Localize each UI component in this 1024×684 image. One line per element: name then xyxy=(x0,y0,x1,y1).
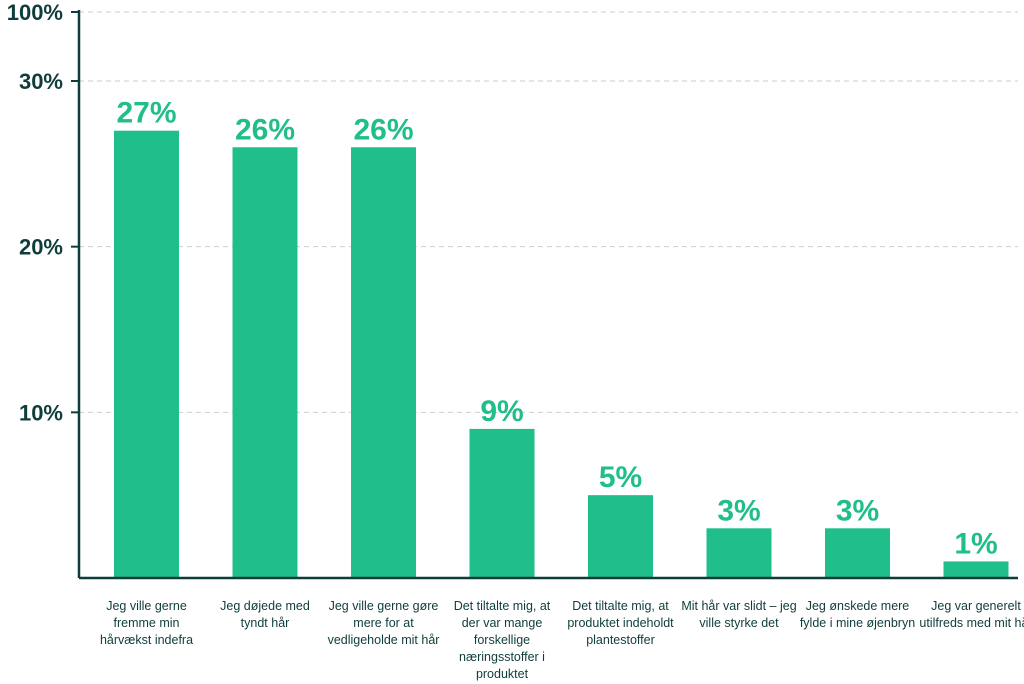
bar xyxy=(825,528,890,578)
x-tick-label: Det tiltalte mig, at produktet indeholdt… xyxy=(567,599,674,647)
bar xyxy=(588,495,653,578)
bars xyxy=(114,130,1009,578)
data-label: 3% xyxy=(836,494,879,527)
data-label: 27% xyxy=(116,97,176,130)
axes xyxy=(77,10,1018,580)
y-tick-labels: 10% 20% 30% 100% xyxy=(7,0,63,425)
x-tick-label: Jeg var generelt utilfreds med mit hår xyxy=(919,599,1024,630)
x-tick-label: Jeg ville gerne fremme min hårvækst inde… xyxy=(99,599,194,647)
x-tick-label: Jeg døjede med tyndt hår xyxy=(220,599,310,630)
gridlines xyxy=(71,11,1018,414)
bar xyxy=(351,147,416,578)
bar xyxy=(232,147,298,578)
y-tick-label: 30% xyxy=(19,69,63,94)
data-label: 26% xyxy=(235,113,295,146)
data-label: 5% xyxy=(599,461,642,494)
bar xyxy=(706,528,772,578)
data-label: 3% xyxy=(717,494,760,527)
bar xyxy=(943,561,1009,578)
y-tick-label: 20% xyxy=(19,235,63,260)
data-label: 1% xyxy=(954,527,997,560)
x-tick-label: Jeg ville gerne gøre mere for at vedlige… xyxy=(327,599,440,647)
data-label: 9% xyxy=(480,395,523,428)
bar xyxy=(114,130,179,578)
x-tick-label: Mit hår var slidt – jeg ville styrke det xyxy=(681,599,797,630)
value-labels: 27% 26% 26% 9% 5% 3% 3% 1% xyxy=(116,97,997,561)
bar xyxy=(469,428,535,578)
y-tick-label: 10% xyxy=(19,400,63,425)
data-label: 26% xyxy=(353,113,413,146)
x-tick-label: Det tiltalte mig, at der var mange forsk… xyxy=(453,599,551,681)
y-tick-label: 100% xyxy=(7,0,63,25)
x-tick-label: Jeg ønskede mere fylde i mine øjenbryn xyxy=(799,599,916,630)
